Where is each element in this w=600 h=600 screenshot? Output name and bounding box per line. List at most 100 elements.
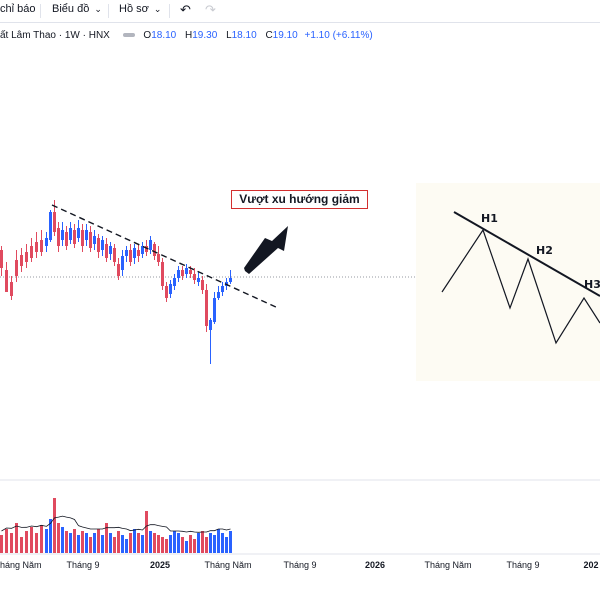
toolbar-divider: [169, 4, 170, 18]
x-tick-label: Tháng 9: [506, 560, 540, 570]
candle-body: [161, 262, 164, 286]
symbol-title[interactable]: ất Lâm Thao · 1W · HNX: [0, 30, 110, 41]
candle-body: [189, 270, 192, 274]
candle-body: [77, 228, 80, 238]
volume-bar: [197, 533, 200, 553]
volume-bar: [185, 541, 188, 553]
candle-body: [0, 250, 3, 268]
volume-bar: [177, 533, 180, 553]
volume-bar: [113, 537, 116, 553]
volume-bar: [49, 519, 52, 553]
candle-body: [133, 248, 136, 258]
candle-body: [89, 232, 92, 248]
candle-body: [20, 255, 23, 266]
volume-bar: [145, 511, 148, 553]
candle-body: [81, 230, 84, 246]
volume-bar: [157, 535, 160, 553]
volume-bar: [221, 533, 224, 553]
volume-bar: [81, 531, 84, 553]
x-tick-label: 202: [583, 560, 599, 570]
volume-bar: [165, 539, 168, 553]
volume-bars: [0, 498, 232, 553]
change-value: +1.10 (+6.11%): [304, 30, 373, 41]
volume-bar: [217, 529, 220, 553]
x-tick-label: Tháng Năm: [0, 560, 42, 570]
candle-body: [157, 254, 160, 262]
volume-bar: [65, 531, 68, 553]
volume-bar: [101, 535, 104, 553]
descending-trendline: [51, 204, 279, 309]
toolbar-divider: [108, 4, 109, 18]
volume-bar: [35, 533, 38, 553]
candle-body: [10, 282, 13, 296]
candle-body: [209, 320, 212, 330]
candle-body: [25, 252, 28, 262]
candle-body: [145, 246, 148, 252]
candle-body: [73, 230, 76, 244]
candle-body: [149, 240, 152, 250]
candle-body: [125, 250, 128, 256]
volume-bar: [149, 531, 152, 553]
candle-body: [165, 286, 168, 298]
volume-bar: [40, 525, 43, 553]
volume-bar: [105, 523, 108, 553]
low-key: L: [226, 30, 232, 41]
candle-body: [229, 278, 232, 282]
volume-bar: [189, 535, 192, 553]
visibility-icon[interactable]: [122, 33, 135, 38]
x-tick-label: Tháng 9: [66, 560, 100, 570]
volume-bar: [5, 529, 8, 553]
candle-body: [217, 292, 220, 298]
candle-body: [5, 270, 8, 292]
volume-bar: [77, 535, 80, 553]
volume-bar: [133, 529, 136, 553]
volume-bar: [85, 533, 88, 553]
volume-bar: [201, 531, 204, 553]
x-tick-label: Tháng Năm: [204, 560, 252, 570]
candle-body: [129, 250, 132, 262]
peak-label-h1: H1: [481, 212, 498, 225]
low-value: 18.10: [231, 30, 257, 41]
candle-body: [141, 246, 144, 254]
close-key: C: [265, 30, 273, 41]
indicators-button[interactable]: chỉ báo: [0, 3, 36, 15]
candle-body: [177, 270, 180, 278]
volume-ma-line: [1, 515, 231, 533]
high-key: H: [185, 30, 193, 41]
chart-menu-button[interactable]: Biểu đồ ⌄: [52, 3, 102, 15]
candle-body: [40, 240, 43, 252]
volume-bar: [173, 531, 176, 553]
volume-bar: [129, 533, 132, 553]
volume-bar: [89, 537, 92, 553]
undo-icon[interactable]: ↶: [180, 2, 191, 17]
candle-body: [193, 274, 196, 280]
open-value: 18.10: [151, 30, 177, 41]
close-value: 19.10: [272, 30, 298, 41]
top-toolbar: chỉ báo Biểu đồ ⌄ Hồ sơ ⌄ ↶ ↷: [0, 0, 600, 23]
redo-icon[interactable]: ↷: [205, 2, 216, 17]
head-pattern-inset: H1 H2 H3: [416, 183, 600, 381]
candle-body: [61, 230, 64, 240]
volume-bar: [213, 535, 216, 553]
candle-body: [57, 228, 60, 246]
candle-body: [97, 238, 100, 252]
open-key: O: [143, 30, 152, 41]
profile-menu-button[interactable]: Hồ sơ ⌄: [119, 3, 162, 15]
zigzag-path: [441, 228, 600, 345]
chevron-down-icon: ⌄: [94, 4, 102, 14]
volume-bar: [15, 523, 18, 553]
candle-body: [15, 260, 18, 276]
candle-body: [153, 244, 156, 256]
candle-body: [93, 236, 96, 244]
volume-bar: [0, 535, 3, 553]
breakout-callout: Vượt xu hướng giảm: [231, 190, 368, 209]
candle-body: [185, 268, 188, 274]
volume-bar: [225, 537, 228, 553]
candle-body: [53, 212, 56, 232]
arrow-icon: [244, 226, 288, 274]
pattern-diagram: [441, 211, 600, 345]
volume-bar: [45, 529, 48, 553]
symbol-legend: ất Lâm Thao · 1W · HNX O18.10 H19.30 L18…: [0, 30, 373, 44]
volume-bar: [229, 531, 232, 553]
